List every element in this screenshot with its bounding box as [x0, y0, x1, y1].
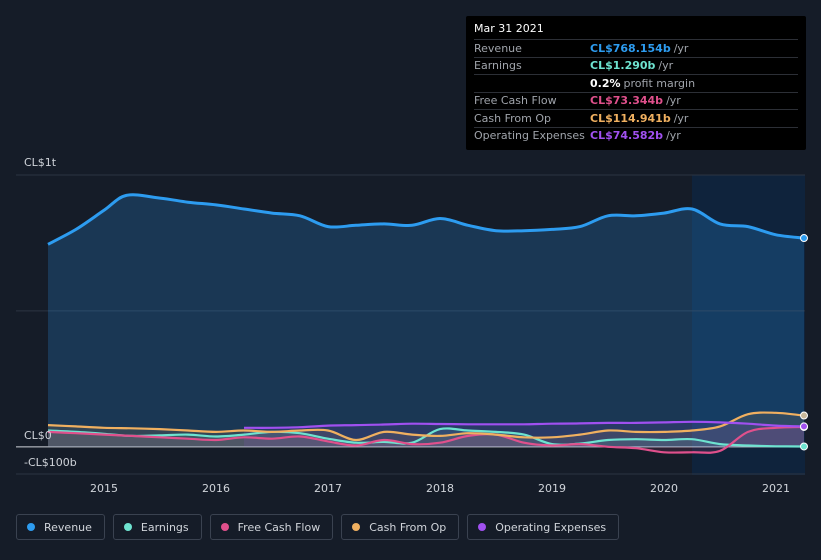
tooltip-row-label: Cash From Op [474, 111, 552, 125]
tooltip-row-value: CL$74.582b [590, 129, 664, 143]
legend-label: Free Cash Flow [237, 520, 321, 534]
tooltip-row-label: Revenue [474, 41, 522, 55]
tooltip-row-unit: /yr [666, 94, 681, 108]
tooltip-row-value: CL$114.941b [590, 111, 671, 125]
legend-dot-icon [123, 523, 132, 531]
tooltip-row-value: CL$1.290b [590, 59, 656, 73]
series-end-markers [800, 234, 808, 451]
y-axis-labels: CL$1t CL$0 -CL$100b [24, 156, 77, 469]
tooltip-row: Free Cash Flow CL$73.344b/yr [474, 91, 798, 110]
legend-item-revenue[interactable]: Revenue [16, 514, 105, 540]
legend-dot-icon [478, 523, 487, 531]
tooltip-row: 0.2% profit margin [474, 74, 798, 92]
legend-item-cash-from-op[interactable]: Cash From Op [341, 514, 460, 540]
operating-expenses-line [243, 420, 805, 429]
free-cash-flow-area [48, 427, 804, 453]
tooltip-row: Earnings CL$1.290b/yr [474, 56, 798, 75]
series-lines [47, 193, 805, 454]
legend-item-earnings[interactable]: Earnings [112, 514, 202, 540]
tooltip-row-unit: /yr [658, 59, 674, 73]
legend-label: Revenue [44, 520, 92, 534]
revenue-line [47, 193, 805, 246]
x-axis-labels: 2015 2016 2017 2018 2019 2020 2021 [90, 482, 790, 495]
tooltip-row-unit: /yr [673, 111, 689, 125]
revenue-area [48, 194, 804, 447]
free-cash-flow-line [47, 425, 805, 454]
legend-dot-icon [352, 523, 361, 531]
data-tooltip: Mar 31 2021 Revenue CL$768.154b/yr Earning… [466, 16, 806, 150]
x-tick-label: 2018 [426, 482, 454, 495]
cash-from-op-line [47, 411, 805, 442]
x-tick-label: 2019 [538, 482, 566, 495]
legend-label: Cash From Op [369, 520, 447, 534]
operating-expenses-end-marker [800, 422, 808, 431]
y-tick-label: CL$0 [24, 429, 52, 442]
tooltip-row-label: Earnings [474, 59, 522, 73]
x-tick-label: 2015 [90, 482, 118, 495]
tooltip-row: Revenue CL$768.154b/yr [474, 39, 798, 57]
revenue-end-marker [800, 234, 808, 243]
x-tick-label: 2020 [650, 482, 678, 495]
tooltip-row-unit: /yr [673, 41, 689, 55]
tooltip-row-unit: /yr [666, 129, 681, 143]
legend-label: Earnings [140, 520, 189, 534]
earnings-area [48, 428, 804, 447]
tooltip-row-value: 0.2% [590, 76, 621, 90]
x-tick-label: 2017 [314, 482, 342, 495]
tooltip-row-value: CL$768.154b [590, 41, 671, 55]
series-areas [48, 194, 804, 453]
x-tick-label: 2021 [762, 482, 790, 495]
tooltip-row-label: Operating Expenses [474, 129, 585, 143]
gridlines [16, 174, 805, 475]
earnings-end-marker [800, 442, 808, 451]
tooltip-row-unit: profit margin [623, 76, 696, 90]
legend-label: Operating Expenses [495, 520, 607, 534]
chart-legend: Revenue Earnings Free Cash Flow Cash From O… [16, 514, 620, 540]
y-tick-label: CL$1t [24, 156, 57, 169]
legend-dot-icon [27, 523, 35, 531]
legend-item-operating-expenses[interactable]: Operating Expenses [467, 514, 620, 540]
x-tick-label: 2016 [202, 482, 230, 495]
tooltip-row: Cash From Op CL$114.941b/yr [474, 109, 798, 127]
tooltip-row-label: Free Cash Flow [474, 94, 557, 108]
legend-dot-icon [220, 523, 229, 531]
y-tick-label: -CL$100b [24, 456, 77, 469]
legend-item-free-cash-flow[interactable]: Free Cash Flow [209, 514, 334, 540]
cash-from-op-end-marker [800, 411, 808, 420]
tooltip-row: Operating Expenses CL$74.582b/yr [474, 126, 798, 145]
tooltip-date: Mar 31 2021 [474, 22, 544, 35]
tooltip-row-value: CL$73.344b [590, 94, 664, 108]
